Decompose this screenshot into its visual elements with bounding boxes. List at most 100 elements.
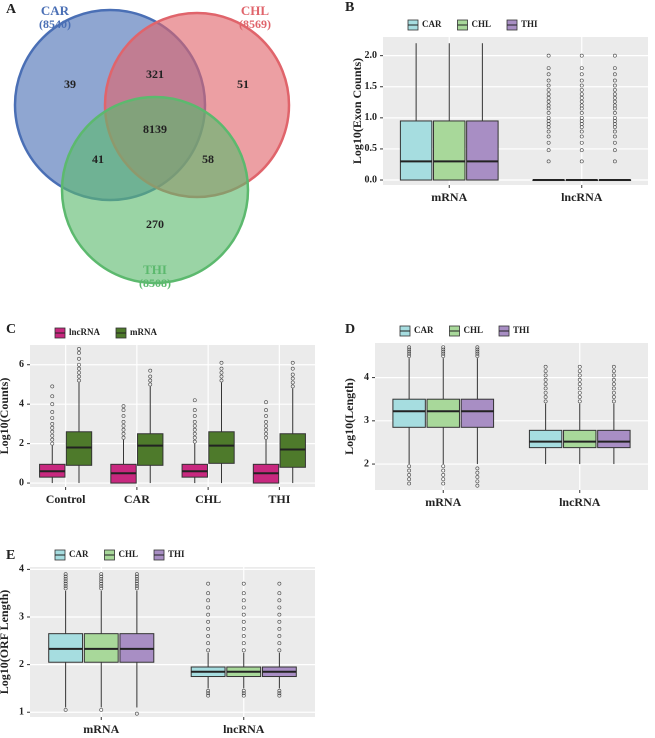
outlier bbox=[475, 354, 480, 358]
outlier bbox=[407, 472, 412, 477]
x-tick-label: lncRNA bbox=[561, 190, 603, 204]
outlier bbox=[546, 103, 551, 108]
outlier bbox=[579, 78, 584, 83]
outlier bbox=[50, 384, 55, 389]
outlier bbox=[546, 66, 551, 70]
y-tick-label: 2 bbox=[19, 659, 24, 670]
outlier bbox=[192, 423, 197, 428]
outlier bbox=[99, 577, 104, 581]
outlier bbox=[546, 78, 551, 83]
outlier bbox=[407, 464, 412, 469]
outlier bbox=[206, 591, 211, 596]
outlier bbox=[241, 641, 246, 646]
outlier bbox=[63, 707, 68, 712]
box bbox=[433, 120, 466, 181]
outlier bbox=[121, 431, 126, 436]
outlier bbox=[579, 53, 584, 58]
outlier bbox=[577, 373, 582, 378]
outlier bbox=[577, 399, 582, 404]
outlier bbox=[579, 83, 584, 88]
box bbox=[399, 120, 433, 181]
outlier bbox=[612, 140, 617, 145]
outlier bbox=[192, 398, 197, 403]
outlier bbox=[121, 423, 126, 428]
box bbox=[466, 120, 499, 181]
outlier bbox=[192, 435, 197, 440]
outlier bbox=[77, 370, 81, 375]
region-count: 270 bbox=[146, 217, 164, 231]
outlier bbox=[50, 429, 55, 434]
outlier bbox=[612, 92, 617, 97]
outlier bbox=[611, 364, 616, 369]
outlier bbox=[579, 140, 584, 145]
box bbox=[563, 429, 597, 449]
x-tick-label: mRNA bbox=[83, 722, 119, 736]
outlier bbox=[192, 427, 197, 432]
venn-diagram: A CAR(8540) CHL(8569) THI(8508) 39 321 51 8139 4… bbox=[6, 2, 291, 290]
outlier bbox=[241, 591, 246, 596]
outlier bbox=[441, 349, 446, 354]
outlier bbox=[543, 399, 548, 404]
outlier bbox=[612, 148, 617, 153]
outlier bbox=[148, 382, 153, 387]
outlier bbox=[277, 627, 282, 631]
outlier bbox=[264, 427, 268, 432]
panel-letter: C bbox=[6, 322, 16, 337]
outlier bbox=[277, 591, 282, 596]
region-count: 321 bbox=[146, 67, 164, 81]
outlier bbox=[290, 366, 295, 371]
outlier bbox=[277, 619, 282, 624]
outlier bbox=[206, 691, 211, 696]
outlier bbox=[121, 420, 126, 424]
outlier bbox=[543, 377, 548, 382]
outlier bbox=[612, 83, 617, 88]
outlier bbox=[579, 159, 584, 164]
outlier bbox=[99, 574, 104, 579]
outlier bbox=[77, 350, 81, 355]
outlier bbox=[579, 72, 584, 77]
outlier bbox=[134, 586, 139, 591]
outlier bbox=[206, 619, 211, 624]
legend-label: THI bbox=[168, 549, 185, 559]
outlier bbox=[546, 159, 551, 164]
outlier bbox=[546, 83, 551, 88]
legend-label: CAR bbox=[69, 549, 89, 559]
x-tick-label: THI bbox=[268, 492, 290, 506]
outlier bbox=[241, 691, 246, 696]
outlier bbox=[475, 349, 480, 354]
outlier bbox=[148, 374, 153, 379]
outlier bbox=[277, 605, 282, 610]
set-name: CAR bbox=[41, 3, 70, 18]
outlier bbox=[99, 579, 104, 584]
outlier bbox=[543, 373, 548, 378]
y-tick-label: 0.0 bbox=[365, 174, 378, 185]
outlier bbox=[121, 404, 126, 409]
outlier bbox=[543, 369, 548, 374]
outlier bbox=[290, 360, 295, 365]
outlier bbox=[612, 78, 617, 83]
outlier bbox=[206, 641, 211, 646]
outlier bbox=[441, 354, 446, 358]
outlier bbox=[407, 349, 412, 354]
outlier bbox=[475, 470, 480, 475]
outlier bbox=[475, 345, 480, 350]
box-plot: E 1 2 3 4 Log10(ORF Length) mRNA lncRNA CAR CHL TH… bbox=[0, 548, 315, 736]
outlier bbox=[50, 410, 55, 414]
outlier bbox=[577, 364, 582, 369]
outlier bbox=[441, 351, 446, 356]
outlier bbox=[612, 134, 617, 139]
outlier bbox=[77, 366, 81, 371]
outlier bbox=[611, 382, 616, 386]
outlier bbox=[219, 374, 224, 379]
outlier bbox=[546, 99, 551, 104]
outlier bbox=[134, 577, 139, 581]
panel-letter: E bbox=[6, 548, 15, 563]
outlier bbox=[77, 356, 81, 361]
legend-label: CHL bbox=[472, 19, 492, 29]
outlier bbox=[121, 435, 126, 440]
outlier bbox=[441, 347, 446, 352]
outlier bbox=[407, 477, 412, 482]
outlier bbox=[63, 586, 68, 591]
outlier bbox=[579, 129, 584, 134]
